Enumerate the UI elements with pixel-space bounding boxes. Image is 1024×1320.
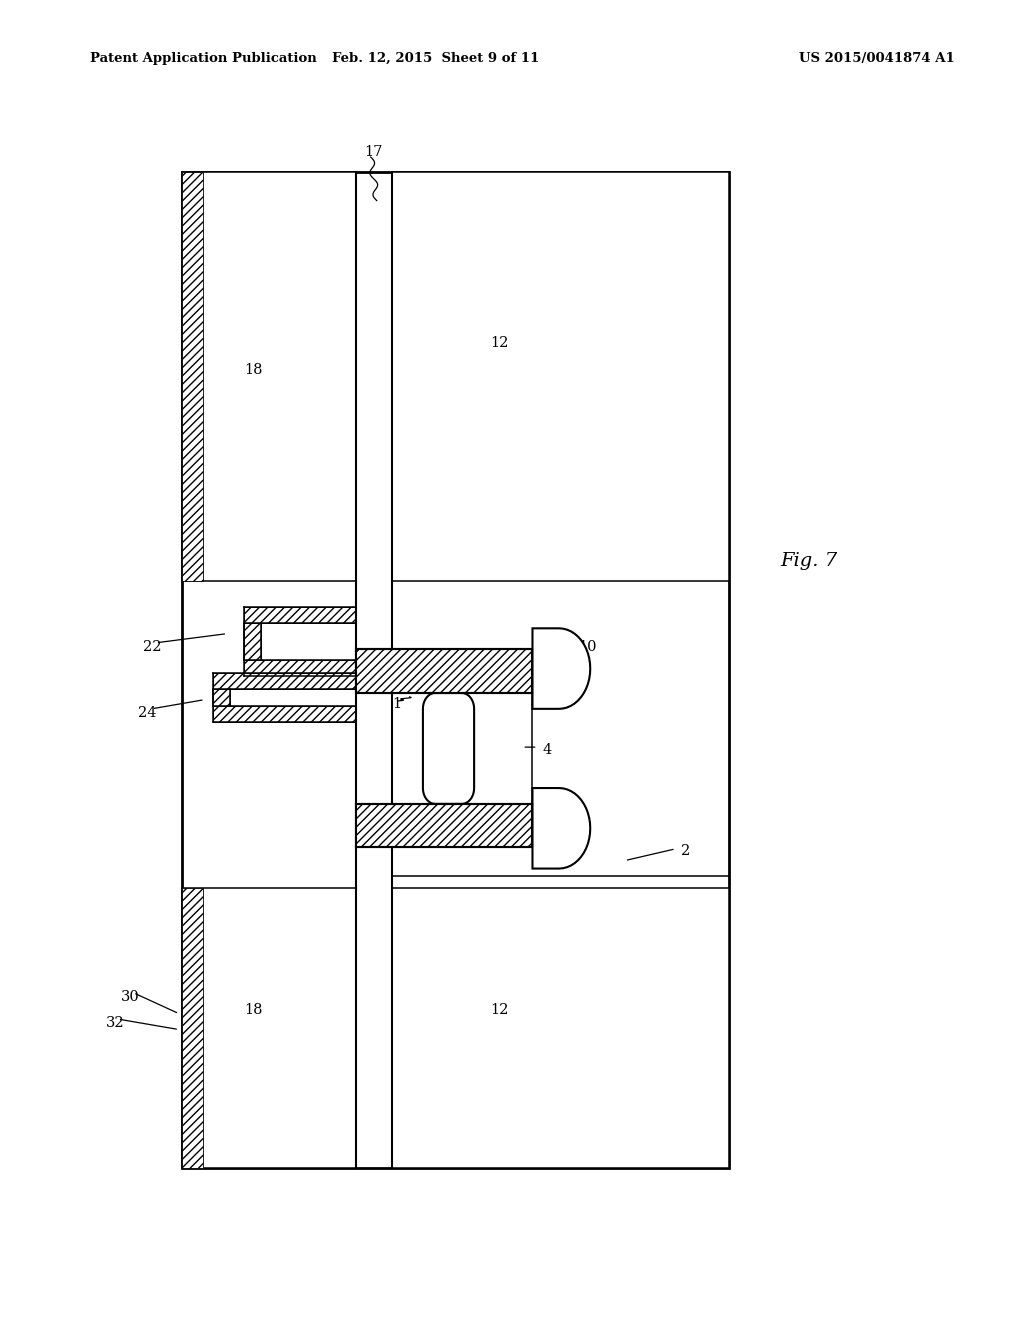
Text: 10: 10	[579, 640, 597, 653]
Bar	[244, 607, 356, 623]
Bar	[182, 888, 203, 1168]
Text: 17: 17	[365, 145, 383, 158]
Text: 4: 4	[543, 743, 552, 756]
Bar	[182, 172, 356, 581]
Text: 6: 6	[435, 743, 445, 756]
Bar	[244, 660, 356, 676]
Text: 24: 24	[138, 706, 157, 719]
Polygon shape	[532, 628, 590, 709]
Text: 14: 14	[398, 821, 417, 834]
Text: 32: 32	[105, 1016, 124, 1030]
Bar	[392, 888, 729, 1168]
Polygon shape	[423, 693, 474, 804]
Bar	[182, 888, 356, 1168]
Bar	[213, 689, 230, 706]
Bar	[356, 649, 532, 693]
Text: Patent Application Publication: Patent Application Publication	[90, 51, 316, 65]
Text: 18: 18	[245, 1003, 263, 1016]
Bar	[244, 623, 261, 660]
Bar	[392, 693, 532, 804]
Text: 2: 2	[681, 845, 690, 858]
Polygon shape	[532, 788, 590, 869]
Bar	[182, 172, 203, 581]
Bar	[182, 172, 729, 1168]
Text: 18: 18	[245, 363, 263, 376]
Text: Fig. 7: Fig. 7	[780, 552, 838, 570]
Text: 1: 1	[392, 697, 401, 710]
Text: 12: 12	[490, 1003, 509, 1016]
Text: 8: 8	[579, 836, 588, 849]
Bar	[213, 673, 356, 689]
Text: 12: 12	[490, 337, 509, 350]
Text: US 2015/0041874 A1: US 2015/0041874 A1	[799, 51, 954, 65]
Bar	[392, 172, 729, 581]
Bar	[213, 706, 356, 722]
Text: 16: 16	[398, 659, 417, 672]
Text: 22: 22	[143, 640, 162, 653]
Text: 30: 30	[121, 990, 139, 1003]
Text: Feb. 12, 2015  Sheet 9 of 11: Feb. 12, 2015 Sheet 9 of 11	[332, 51, 539, 65]
Bar	[356, 804, 532, 847]
